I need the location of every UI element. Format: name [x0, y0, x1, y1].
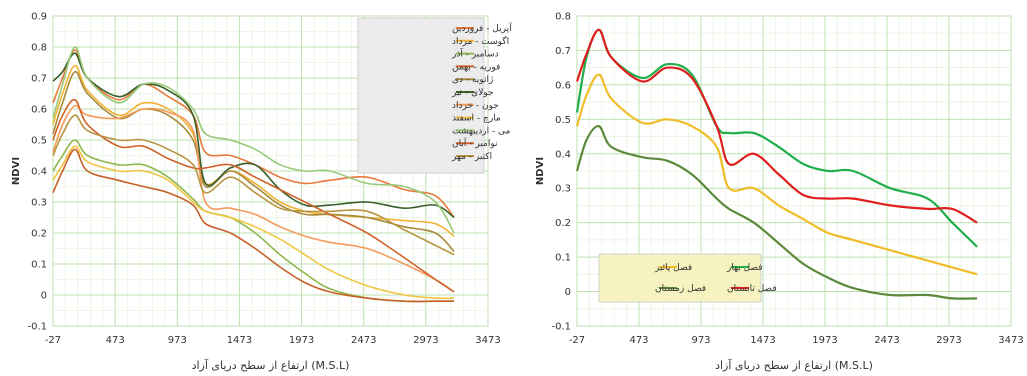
x-axis-title: ارتفاع از سطح دریای آزاد (M.S.L) — [715, 358, 873, 372]
legend-label: آپریل - فروردین — [452, 22, 512, 34]
series-line-11 — [52, 114, 455, 256]
y-tick-label: 0.8 — [31, 43, 47, 54]
y-tick-label: 0.7 — [555, 46, 571, 57]
y-tick-label: 0.2 — [555, 218, 571, 229]
legend-label: فصل پائیز — [654, 263, 692, 273]
legend-label: مارچ - اسفند — [452, 114, 501, 124]
y-axis-title: NDVI — [11, 157, 22, 185]
series-line-3 — [575, 28, 978, 224]
x-tick-label: 2473 — [351, 335, 376, 346]
y-tick-label: 0.5 — [555, 115, 571, 126]
y-tick-label: 0.3 — [555, 184, 571, 195]
legend-label: اکتبر - مهر — [451, 152, 492, 162]
y-tick-label: 0.3 — [31, 198, 47, 209]
y-tick-label: 0.4 — [555, 149, 571, 160]
y-tick-label: 0.1 — [31, 260, 47, 271]
y-tick-label: -0.1 — [27, 322, 47, 333]
legend-label: نوامبر - آبان — [452, 137, 497, 149]
legend-label: می - اردیبهشت — [452, 126, 511, 136]
x-tick-label: 1973 — [289, 335, 314, 346]
legend-label: دسامبر - آذر — [451, 48, 499, 60]
x-tick-label: 973 — [168, 335, 187, 346]
x-tick-label: 2973 — [413, 335, 438, 346]
x-tick-label: 1973 — [812, 335, 837, 346]
series-line-4 — [575, 125, 978, 300]
x-tick-label: 3473 — [998, 335, 1023, 346]
series-line-4 — [52, 148, 455, 303]
y-tick-label: 0.1 — [555, 253, 571, 264]
y-tick-label: 0 — [41, 291, 47, 302]
x-tick-label: 473 — [629, 335, 648, 346]
legend-label: ژانویه - دی — [452, 75, 493, 85]
x-tick-label: 2973 — [936, 335, 961, 346]
x-tick-label: -27 — [45, 335, 61, 346]
x-tick-label: -27 — [569, 335, 585, 346]
legend-box — [357, 17, 485, 174]
series-line-10 — [52, 98, 455, 293]
y-tick-label: 0.6 — [555, 80, 571, 91]
legend: فصل بهار فصل پائیز فصل تابستان فصل زمستان — [598, 253, 777, 303]
legend-label: فوریه - بهمن — [452, 62, 500, 72]
y-tick-label: 0.5 — [31, 136, 47, 147]
x-tick-label: 3473 — [475, 335, 500, 346]
series-line-9 — [52, 46, 455, 234]
y-tick-label: 0.4 — [31, 167, 47, 178]
series-line-7 — [52, 104, 455, 293]
x-tick-label: 973 — [691, 335, 710, 346]
legend-label: اگوست - مرداد — [452, 35, 509, 47]
x-tick-label: 1473 — [227, 335, 252, 346]
x-tick-label: 473 — [106, 335, 125, 346]
x-tick-label: 2473 — [874, 335, 899, 346]
y-tick-label: 0.2 — [31, 229, 47, 240]
legend-label: جولای - تیر — [451, 88, 494, 98]
series-line-8 — [52, 145, 455, 300]
chart-seasonal-ndvi: -0.1 0 0.1 0.2 0.3 0.4 0.5 0.6 0.7 0.8 -27 473 973 14… — [535, 12, 1024, 373]
legend-label: جون - خرداد — [452, 101, 499, 111]
x-axis-title: ارتفاع از سطح دریای آزاد (M.S.L) — [192, 358, 350, 372]
legend-label: فصل بهار — [726, 263, 763, 273]
legend-box — [598, 253, 762, 303]
y-tick-label: 0.6 — [31, 105, 47, 116]
x-tick-label: 1473 — [750, 335, 775, 346]
y-tick-label: 0 — [565, 287, 571, 298]
y-tick-label: 0.7 — [31, 74, 47, 85]
y-tick-label: 0.9 — [31, 12, 47, 23]
y-tick-label: 0.8 — [555, 12, 571, 23]
legend-label: فصل تابستان — [727, 284, 777, 294]
y-axis-title: NDVI — [535, 157, 546, 185]
y-tick-label: -0.1 — [551, 322, 571, 333]
chart-monthly-ndvi: -0.1 0 0.1 0.2 0.3 0.4 0.5 0.6 0.7 0.8 0.9 -27 473 97… — [11, 12, 512, 373]
legend-label: فصل زمستان — [655, 284, 706, 294]
series-line-2 — [575, 73, 978, 276]
